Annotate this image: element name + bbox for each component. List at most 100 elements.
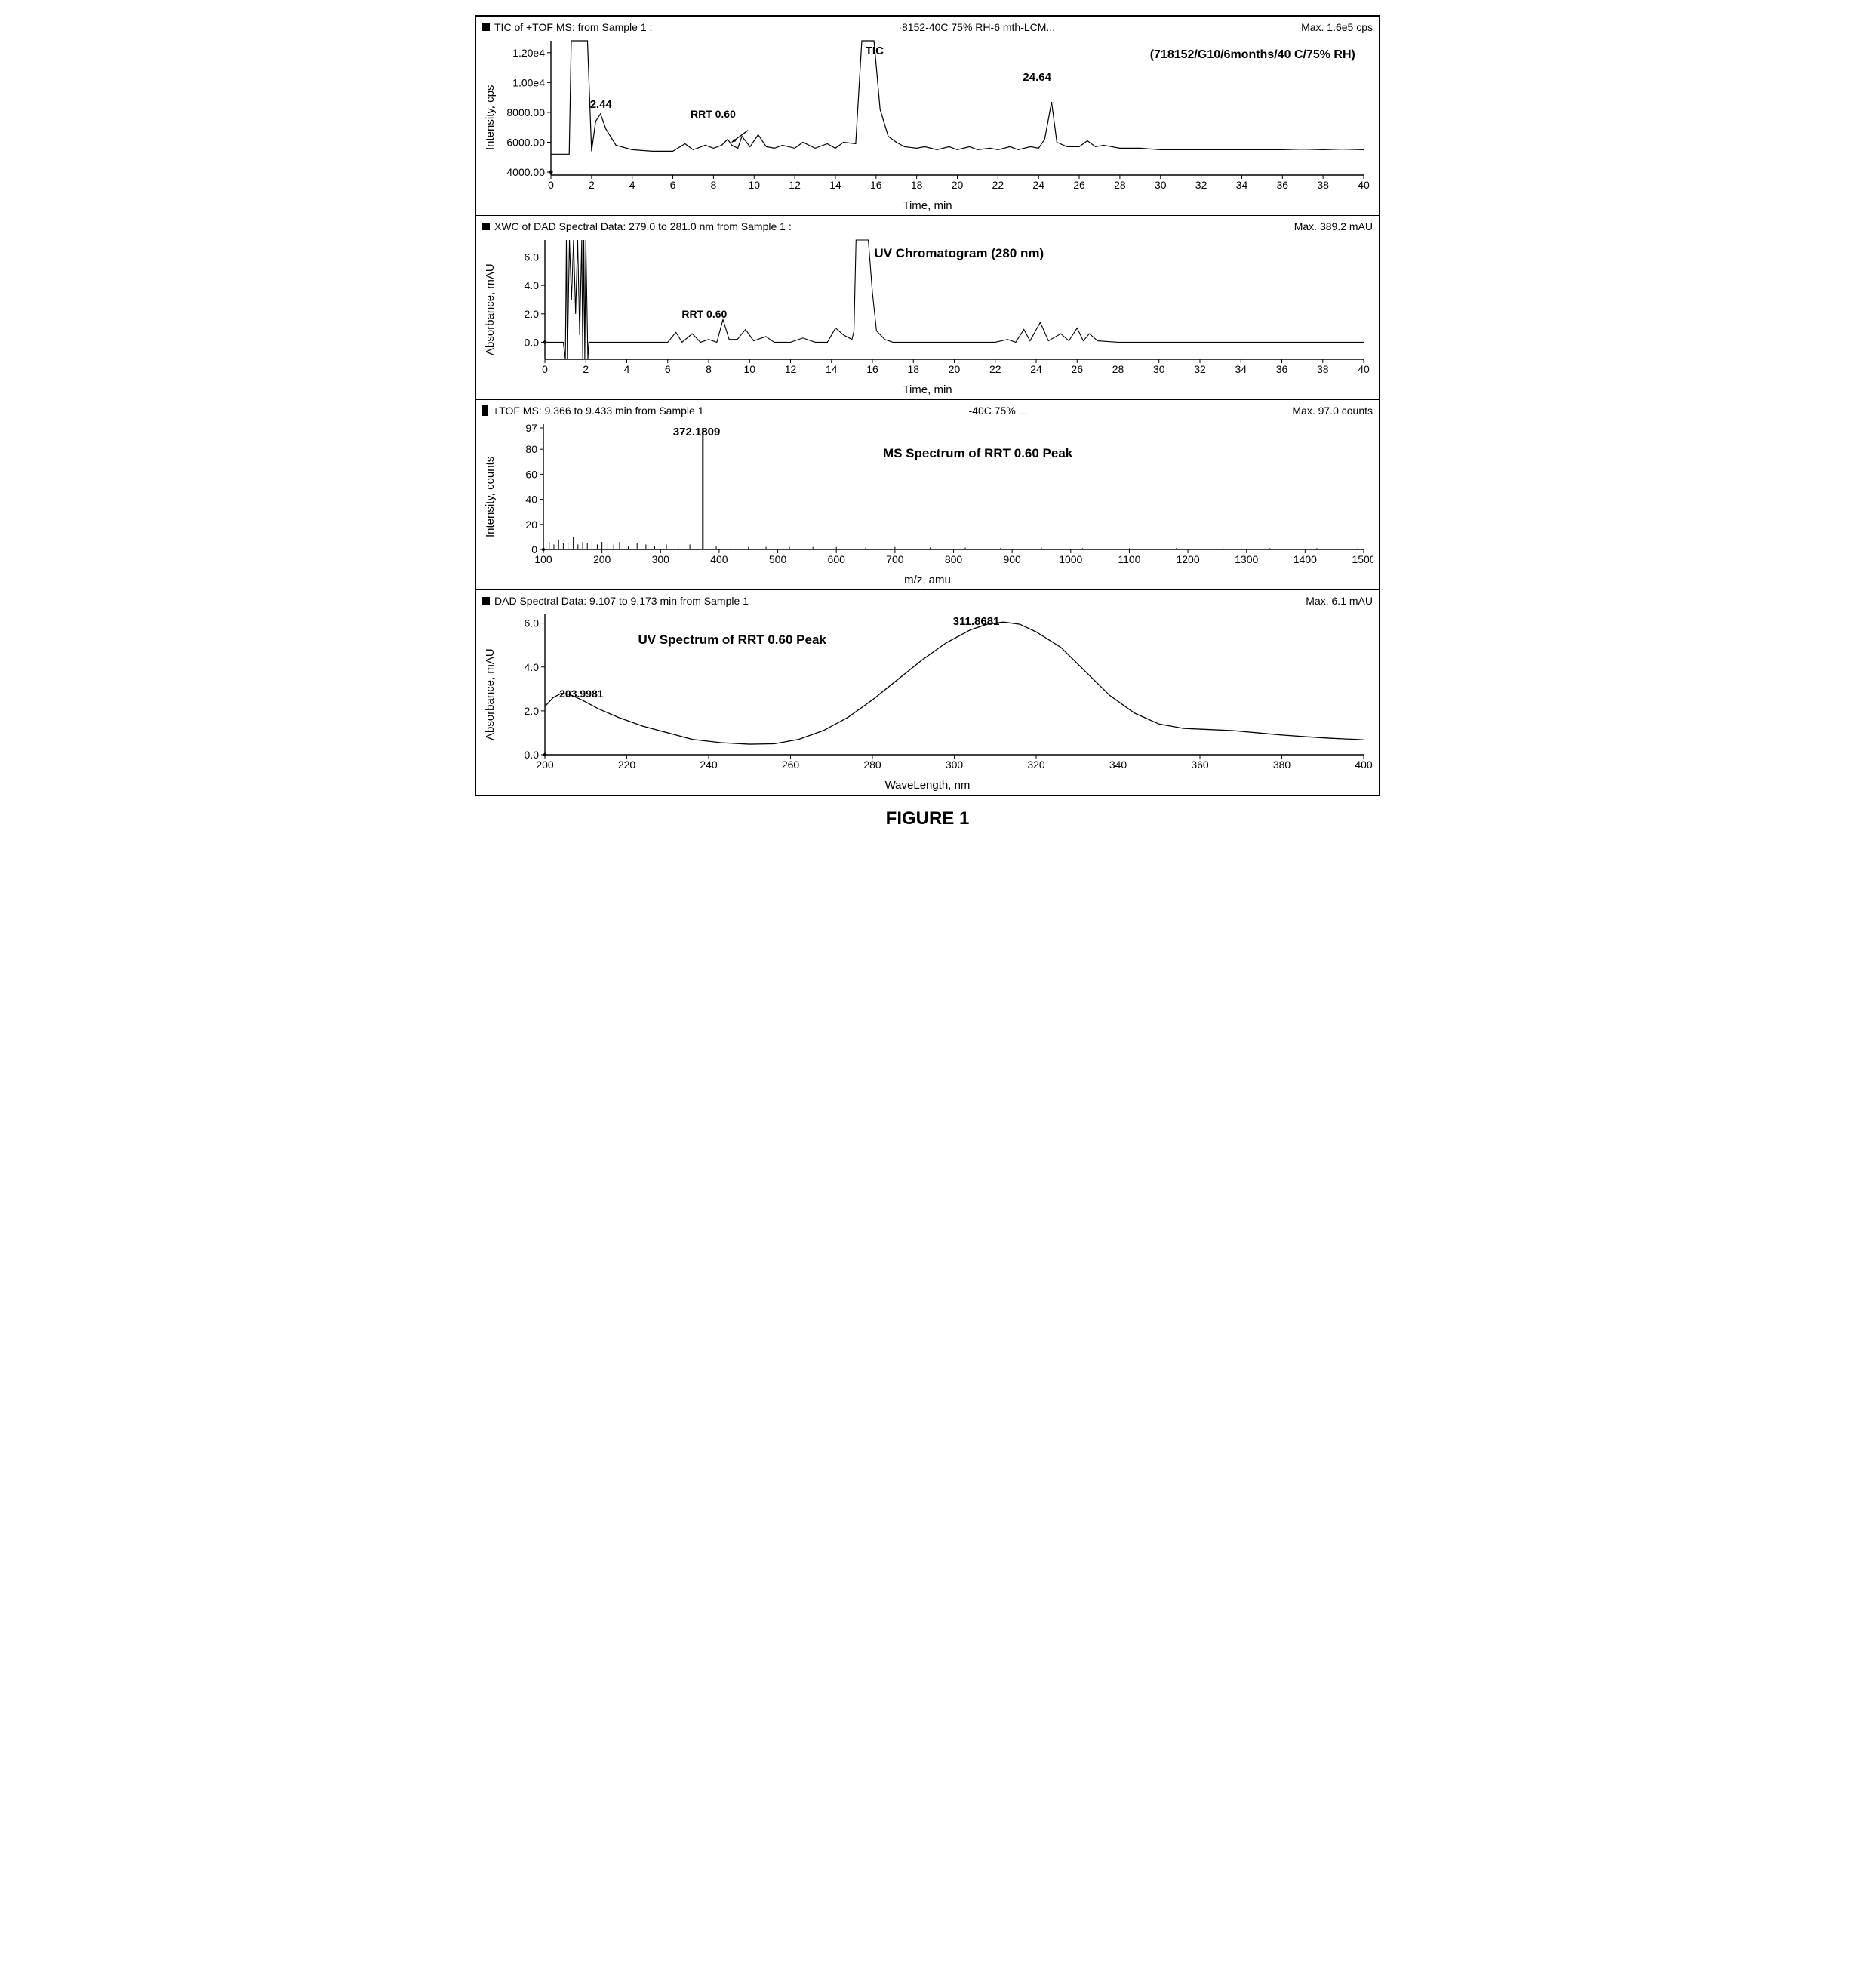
svg-text:38: 38 bbox=[1317, 363, 1329, 375]
header-left: XWC of DAD Spectral Data: 279.0 to 281.0… bbox=[482, 220, 792, 232]
svg-text:60: 60 bbox=[525, 468, 537, 480]
svg-text:1300: 1300 bbox=[1235, 553, 1258, 565]
y-axis-label: Intensity, counts bbox=[482, 418, 498, 575]
tic-chart: 0246810121416182022242628303234363840400… bbox=[498, 35, 1373, 201]
x-axis-label: Time, min bbox=[482, 383, 1373, 396]
svg-text:8000.00: 8000.00 bbox=[506, 106, 545, 118]
panel-ms-spec: +TOF MS: 9.366 to 9.433 min from Sample … bbox=[476, 400, 1379, 590]
panel-header: XWC of DAD Spectral Data: 279.0 to 281.0… bbox=[482, 220, 1373, 232]
svg-text:14: 14 bbox=[826, 363, 838, 375]
svg-text:4.0: 4.0 bbox=[525, 661, 540, 673]
svg-text:10: 10 bbox=[748, 179, 760, 191]
black-square-icon bbox=[482, 223, 490, 230]
svg-text:40: 40 bbox=[525, 494, 537, 506]
header-left-text: XWC of DAD Spectral Data: 279.0 to 281.0… bbox=[494, 220, 792, 232]
svg-text:1500: 1500 bbox=[1352, 553, 1373, 565]
svg-text:26: 26 bbox=[1073, 179, 1085, 191]
chart-wrap: Intensity, counts 1002003004005006007008… bbox=[482, 418, 1373, 575]
svg-text:6000.00: 6000.00 bbox=[506, 136, 545, 148]
svg-text:280: 280 bbox=[863, 759, 881, 771]
y-axis-label: Intensity, cps bbox=[482, 35, 498, 201]
svg-text:0.0: 0.0 bbox=[525, 749, 540, 761]
svg-text:0.0: 0.0 bbox=[525, 336, 540, 348]
panel-header: +TOF MS: 9.366 to 9.433 min from Sample … bbox=[482, 405, 1373, 417]
ms-spec-chart: 1002003004005006007008009001000110012001… bbox=[498, 418, 1373, 575]
svg-text:30: 30 bbox=[1153, 363, 1165, 375]
svg-text:24: 24 bbox=[1032, 179, 1044, 191]
chart-wrap: Absorbance, mAU 200220240260280300320340… bbox=[482, 608, 1373, 780]
plot-area: 0246810121416182022242628303234363840400… bbox=[498, 35, 1373, 201]
figure-container: TIC of +TOF MS: from Sample 1 : ·8152-40… bbox=[475, 15, 1380, 796]
svg-text:1100: 1100 bbox=[1118, 553, 1140, 565]
svg-text:400: 400 bbox=[1355, 759, 1373, 771]
plot-area: 1002003004005006007008009001000110012001… bbox=[498, 418, 1373, 575]
svg-text:0: 0 bbox=[542, 363, 548, 375]
svg-text:30: 30 bbox=[1155, 179, 1167, 191]
y-axis-label: Absorbance, mAU bbox=[482, 234, 498, 385]
header-right-text: Max. 1.6e5 cps bbox=[1301, 21, 1373, 33]
svg-text:1400: 1400 bbox=[1294, 553, 1317, 565]
panel-header: DAD Spectral Data: 9.107 to 9.173 min fr… bbox=[482, 595, 1373, 607]
svg-text:400: 400 bbox=[710, 553, 728, 565]
svg-text:24: 24 bbox=[1030, 363, 1042, 375]
svg-text:4.0: 4.0 bbox=[525, 279, 540, 291]
header-center-text: -40C 75% ... bbox=[969, 405, 1028, 417]
svg-text:12: 12 bbox=[789, 179, 801, 191]
svg-text:12: 12 bbox=[785, 363, 797, 375]
header-right-text: Max. 6.1 mAU bbox=[1306, 595, 1373, 607]
svg-text:0: 0 bbox=[531, 543, 537, 555]
svg-text:34: 34 bbox=[1236, 179, 1248, 191]
svg-text:2: 2 bbox=[583, 363, 589, 375]
uv-chrom-chart: 02468101214161820222426283032343638400.0… bbox=[498, 234, 1373, 385]
svg-text:14: 14 bbox=[829, 179, 841, 191]
svg-text:32: 32 bbox=[1194, 363, 1206, 375]
svg-text:36: 36 bbox=[1277, 179, 1289, 191]
svg-text:360: 360 bbox=[1191, 759, 1209, 771]
black-square-icon bbox=[482, 597, 490, 605]
svg-text:6.0: 6.0 bbox=[525, 617, 540, 629]
svg-text:18: 18 bbox=[907, 363, 919, 375]
header-left-text: DAD Spectral Data: 9.107 to 9.173 min fr… bbox=[494, 595, 749, 607]
svg-text:20: 20 bbox=[949, 363, 961, 375]
svg-text:2.0: 2.0 bbox=[525, 705, 540, 717]
svg-text:600: 600 bbox=[828, 553, 846, 565]
plot-area: 2002202402602803003203403603804000.02.04… bbox=[498, 608, 1373, 780]
svg-text:8: 8 bbox=[711, 179, 717, 191]
svg-text:40: 40 bbox=[1358, 363, 1370, 375]
svg-text:32: 32 bbox=[1195, 179, 1207, 191]
x-axis-label: m/z, amu bbox=[482, 574, 1373, 586]
svg-text:36: 36 bbox=[1276, 363, 1288, 375]
svg-text:300: 300 bbox=[946, 759, 964, 771]
svg-text:2.0: 2.0 bbox=[525, 308, 540, 320]
svg-text:6: 6 bbox=[665, 363, 671, 375]
x-axis-label: Time, min bbox=[482, 199, 1373, 212]
svg-text:320: 320 bbox=[1027, 759, 1045, 771]
svg-text:1200: 1200 bbox=[1176, 553, 1199, 565]
y-axis-label: Absorbance, mAU bbox=[482, 608, 498, 780]
svg-text:6.0: 6.0 bbox=[525, 251, 540, 263]
svg-text:0: 0 bbox=[548, 179, 554, 191]
svg-text:18: 18 bbox=[911, 179, 923, 191]
header-center-text: ·8152-40C 75% RH-6 mth-LCM... bbox=[898, 21, 1055, 33]
x-axis-label: WaveLength, nm bbox=[482, 779, 1373, 792]
header-right-text: Max. 97.0 counts bbox=[1292, 405, 1373, 417]
svg-text:40: 40 bbox=[1358, 179, 1370, 191]
svg-text:800: 800 bbox=[945, 553, 963, 565]
svg-text:4000.00: 4000.00 bbox=[506, 166, 545, 178]
svg-text:6: 6 bbox=[670, 179, 676, 191]
svg-text:28: 28 bbox=[1114, 179, 1126, 191]
header-left: +TOF MS: 9.366 to 9.433 min from Sample … bbox=[482, 405, 703, 417]
svg-text:80: 80 bbox=[525, 443, 537, 455]
panel-uv-chrom: XWC of DAD Spectral Data: 279.0 to 281.0… bbox=[476, 216, 1379, 400]
header-left: TIC of +TOF MS: from Sample 1 : bbox=[482, 21, 652, 33]
svg-text:34: 34 bbox=[1235, 363, 1247, 375]
svg-text:700: 700 bbox=[886, 553, 904, 565]
svg-text:340: 340 bbox=[1109, 759, 1127, 771]
svg-text:10: 10 bbox=[743, 363, 755, 375]
panel-header: TIC of +TOF MS: from Sample 1 : ·8152-40… bbox=[482, 21, 1373, 33]
chart-wrap: Absorbance, mAU 024681012141618202224262… bbox=[482, 234, 1373, 385]
svg-text:38: 38 bbox=[1317, 179, 1329, 191]
svg-text:1.20e4: 1.20e4 bbox=[512, 47, 545, 59]
svg-text:16: 16 bbox=[866, 363, 878, 375]
plot-area: 02468101214161820222426283032343638400.0… bbox=[498, 234, 1373, 385]
